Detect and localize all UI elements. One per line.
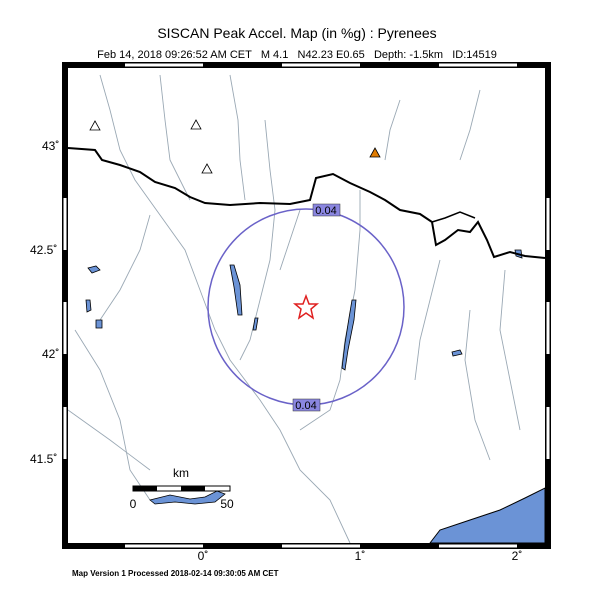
- map-background: [68, 68, 545, 543]
- contour-label: 0.04: [295, 400, 316, 412]
- map-title: SISCAN Peak Accel. Map (in %g) : Pyrenee…: [157, 25, 436, 41]
- scale-unit: km: [173, 466, 189, 480]
- scale-label: 0: [130, 497, 137, 511]
- lat-label: 42˚: [42, 347, 59, 361]
- scale-bar: [132, 485, 231, 492]
- contour-label: 0.04: [315, 205, 336, 217]
- lon-label: 2˚: [512, 549, 523, 563]
- map-subtitle: Feb 14, 2018 09:26:52 AM CET M 4.1 N42.2…: [97, 49, 497, 61]
- lat-label: 43˚: [42, 139, 59, 153]
- map-area: 0.04 0.04 km 0 50: [67, 68, 546, 544]
- lakes: [85, 249, 523, 505]
- contour-label-box: [292, 398, 321, 412]
- border: [67, 147, 546, 259]
- station: [369, 147, 381, 158]
- footer: Map Version 1 Processed 2018-02-14 09:30…: [72, 569, 279, 578]
- epicenter: [292, 293, 320, 320]
- map-frame: [62, 62, 551, 549]
- lat-label: 42.5˚: [30, 243, 57, 257]
- border: [431, 211, 476, 223]
- lon-label: 0˚: [198, 549, 209, 563]
- contour-label-box: [312, 203, 341, 217]
- scale-label: 50: [220, 497, 234, 511]
- lat-label: 41.5˚: [30, 452, 57, 466]
- stations: [89, 119, 213, 174]
- lon-label: 1˚: [355, 549, 366, 563]
